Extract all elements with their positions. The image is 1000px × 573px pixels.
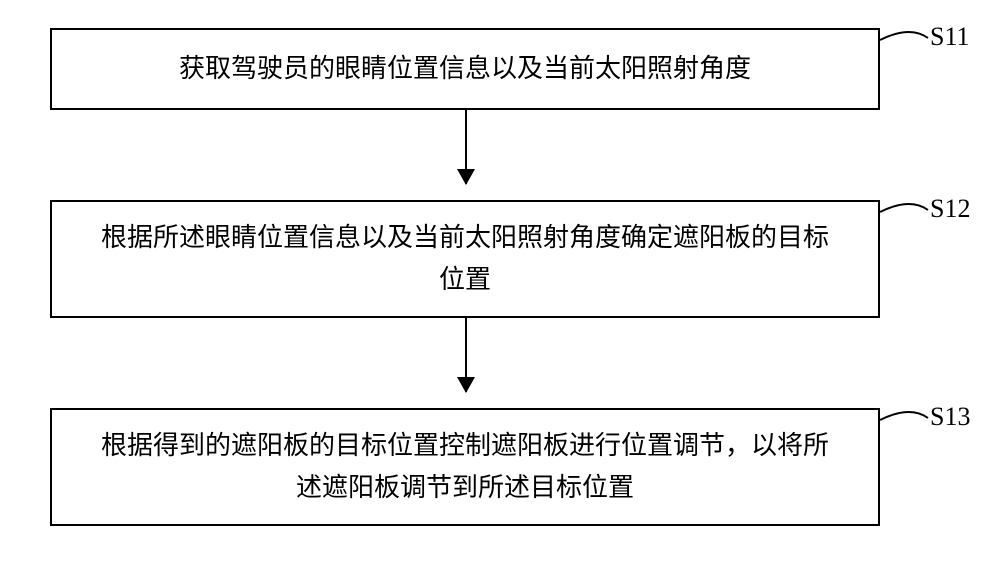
arrow-s11-s12 <box>465 110 467 184</box>
step-text-s12: 根据所述眼睛位置信息以及当前太阳照射角度确定遮阳板的目标位置 <box>92 217 838 300</box>
step-text-s13: 根据得到的遮阳板的目标位置控制遮阳板进行位置调节，以将所述遮阳板调节到所述目标位… <box>92 425 838 508</box>
step-label-s11: S11 <box>930 22 970 52</box>
step-box-s11: 获取驾驶员的眼睛位置信息以及当前太阳照射角度 <box>50 28 880 110</box>
step-text-s11: 获取驾驶员的眼睛位置信息以及当前太阳照射角度 <box>179 48 751 90</box>
step-label-s13: S13 <box>930 402 970 432</box>
step-box-s13: 根据得到的遮阳板的目标位置控制遮阳板进行位置调节，以将所述遮阳板调节到所述目标位… <box>50 408 880 526</box>
flowchart-canvas: 获取驾驶员的眼睛位置信息以及当前太阳照射角度 S11 根据所述眼睛位置信息以及当… <box>0 0 1000 573</box>
arrow-s12-s13 <box>465 318 467 392</box>
step-box-s12: 根据所述眼睛位置信息以及当前太阳照射角度确定遮阳板的目标位置 <box>50 200 880 318</box>
step-label-s12: S12 <box>930 194 970 224</box>
